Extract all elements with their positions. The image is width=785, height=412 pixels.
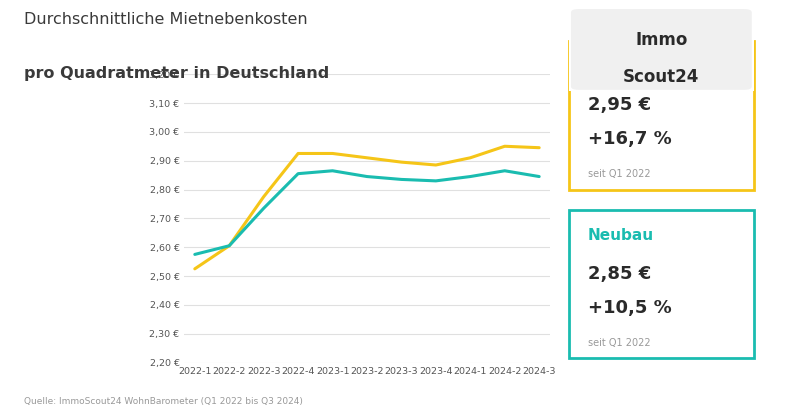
FancyBboxPatch shape xyxy=(571,9,752,90)
Text: pro Quadratmeter in Deutschland: pro Quadratmeter in Deutschland xyxy=(24,66,329,81)
Text: +10,5 %: +10,5 % xyxy=(587,299,671,317)
Text: Quelle: ImmoScout24 WohnBarometer (Q1 2022 bis Q3 2024): Quelle: ImmoScout24 WohnBarometer (Q1 20… xyxy=(24,397,302,406)
Text: Neubau: Neubau xyxy=(587,228,654,243)
Text: 2,85 €: 2,85 € xyxy=(587,265,651,283)
Text: Immo: Immo xyxy=(635,31,688,49)
Text: 2,95 €: 2,95 € xyxy=(587,96,651,114)
Text: seit Q1 2022: seit Q1 2022 xyxy=(587,169,650,179)
Text: Scout24: Scout24 xyxy=(623,68,699,86)
Text: seit Q1 2022: seit Q1 2022 xyxy=(587,338,650,348)
Text: Durchschnittliche Mietnebenkosten: Durchschnittliche Mietnebenkosten xyxy=(24,12,307,27)
Text: +16,7 %: +16,7 % xyxy=(587,130,671,148)
Text: Bestand: Bestand xyxy=(587,59,658,74)
